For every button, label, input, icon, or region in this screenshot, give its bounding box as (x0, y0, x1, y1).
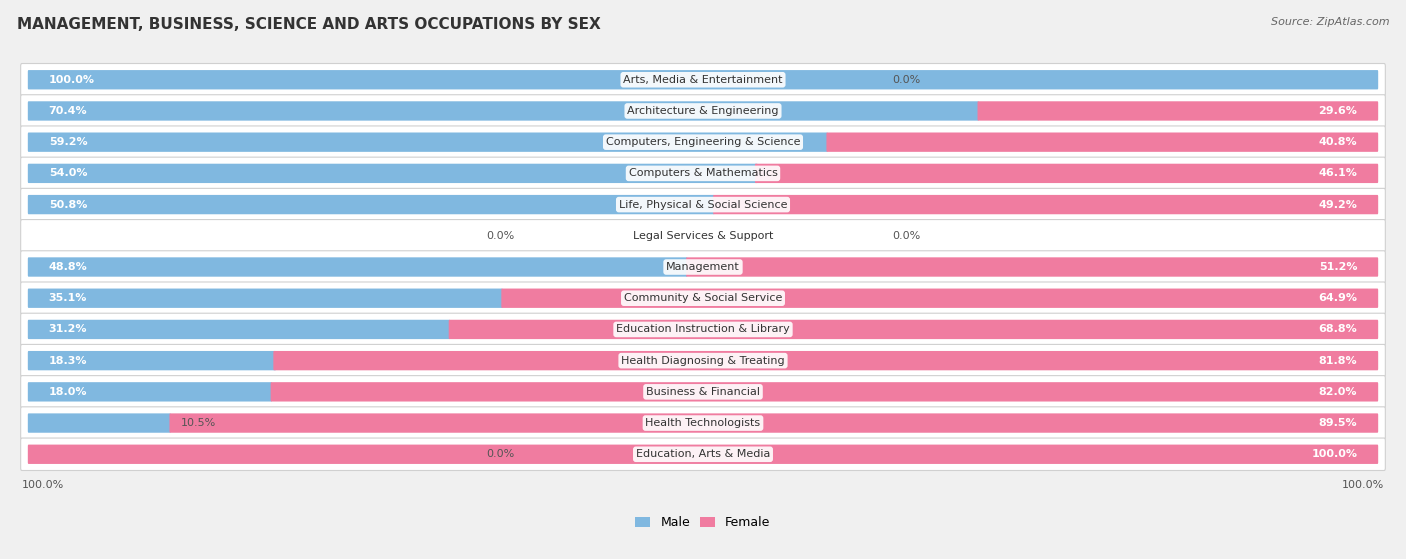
Text: 10.5%: 10.5% (181, 418, 217, 428)
Text: Legal Services & Support: Legal Services & Support (633, 231, 773, 241)
Text: 68.8%: 68.8% (1319, 324, 1357, 334)
FancyBboxPatch shape (21, 157, 1385, 190)
Text: Architecture & Engineering: Architecture & Engineering (627, 106, 779, 116)
Text: 18.3%: 18.3% (49, 356, 87, 366)
Text: 81.8%: 81.8% (1319, 356, 1357, 366)
Text: Computers & Mathematics: Computers & Mathematics (628, 168, 778, 178)
FancyBboxPatch shape (449, 320, 1378, 339)
Text: Community & Social Service: Community & Social Service (624, 293, 782, 303)
FancyBboxPatch shape (686, 257, 1378, 277)
Text: Health Diagnosing & Treating: Health Diagnosing & Treating (621, 356, 785, 366)
Text: Health Technologists: Health Technologists (645, 418, 761, 428)
Text: 82.0%: 82.0% (1319, 387, 1357, 397)
FancyBboxPatch shape (713, 195, 1378, 214)
Text: 46.1%: 46.1% (1319, 168, 1357, 178)
Text: 100.0%: 100.0% (49, 75, 94, 85)
Text: 70.4%: 70.4% (49, 106, 87, 116)
Text: Life, Physical & Social Science: Life, Physical & Social Science (619, 200, 787, 210)
Text: Business & Financial: Business & Financial (645, 387, 761, 397)
Text: Arts, Media & Entertainment: Arts, Media & Entertainment (623, 75, 783, 85)
FancyBboxPatch shape (21, 407, 1385, 439)
FancyBboxPatch shape (28, 351, 276, 370)
FancyBboxPatch shape (170, 414, 1378, 433)
FancyBboxPatch shape (502, 288, 1378, 308)
FancyBboxPatch shape (977, 101, 1378, 121)
Text: 51.2%: 51.2% (1319, 262, 1357, 272)
FancyBboxPatch shape (21, 282, 1385, 315)
FancyBboxPatch shape (21, 220, 1385, 252)
Text: 29.6%: 29.6% (1319, 106, 1357, 116)
Text: 89.5%: 89.5% (1319, 418, 1357, 428)
Text: Education, Arts & Media: Education, Arts & Media (636, 449, 770, 459)
FancyBboxPatch shape (28, 288, 503, 308)
FancyBboxPatch shape (28, 70, 1378, 89)
FancyBboxPatch shape (28, 257, 688, 277)
Text: 18.0%: 18.0% (49, 387, 87, 397)
Text: 0.0%: 0.0% (486, 449, 515, 459)
Text: 48.8%: 48.8% (49, 262, 87, 272)
Text: 100.0%: 100.0% (1312, 449, 1357, 459)
FancyBboxPatch shape (21, 344, 1385, 377)
Text: 31.2%: 31.2% (49, 324, 87, 334)
FancyBboxPatch shape (28, 444, 1378, 464)
FancyBboxPatch shape (21, 126, 1385, 158)
Text: 0.0%: 0.0% (486, 231, 515, 241)
FancyBboxPatch shape (28, 320, 450, 339)
Text: Computers, Engineering & Science: Computers, Engineering & Science (606, 137, 800, 147)
Text: Management: Management (666, 262, 740, 272)
Text: 100.0%: 100.0% (21, 481, 65, 490)
FancyBboxPatch shape (827, 132, 1378, 152)
FancyBboxPatch shape (28, 195, 714, 214)
FancyBboxPatch shape (21, 94, 1385, 127)
FancyBboxPatch shape (21, 376, 1385, 408)
Text: 100.0%: 100.0% (1341, 481, 1385, 490)
Text: 0.0%: 0.0% (891, 231, 920, 241)
Text: 54.0%: 54.0% (49, 168, 87, 178)
Text: 59.2%: 59.2% (49, 137, 87, 147)
FancyBboxPatch shape (755, 164, 1378, 183)
Text: Education Instruction & Library: Education Instruction & Library (616, 324, 790, 334)
FancyBboxPatch shape (273, 351, 1378, 370)
FancyBboxPatch shape (21, 251, 1385, 283)
FancyBboxPatch shape (21, 188, 1385, 221)
Text: 0.0%: 0.0% (891, 75, 920, 85)
FancyBboxPatch shape (28, 382, 271, 401)
FancyBboxPatch shape (28, 101, 979, 121)
Text: 49.2%: 49.2% (1319, 200, 1357, 210)
FancyBboxPatch shape (21, 438, 1385, 471)
Text: Source: ZipAtlas.com: Source: ZipAtlas.com (1271, 17, 1389, 27)
Text: 40.8%: 40.8% (1319, 137, 1357, 147)
Text: 50.8%: 50.8% (49, 200, 87, 210)
Text: MANAGEMENT, BUSINESS, SCIENCE AND ARTS OCCUPATIONS BY SEX: MANAGEMENT, BUSINESS, SCIENCE AND ARTS O… (17, 17, 600, 32)
Text: 35.1%: 35.1% (49, 293, 87, 303)
FancyBboxPatch shape (28, 132, 828, 152)
FancyBboxPatch shape (21, 313, 1385, 345)
FancyBboxPatch shape (21, 64, 1385, 96)
Text: 64.9%: 64.9% (1319, 293, 1357, 303)
FancyBboxPatch shape (270, 382, 1378, 401)
FancyBboxPatch shape (28, 164, 758, 183)
Legend: Male, Female: Male, Female (630, 511, 776, 534)
FancyBboxPatch shape (28, 414, 170, 433)
